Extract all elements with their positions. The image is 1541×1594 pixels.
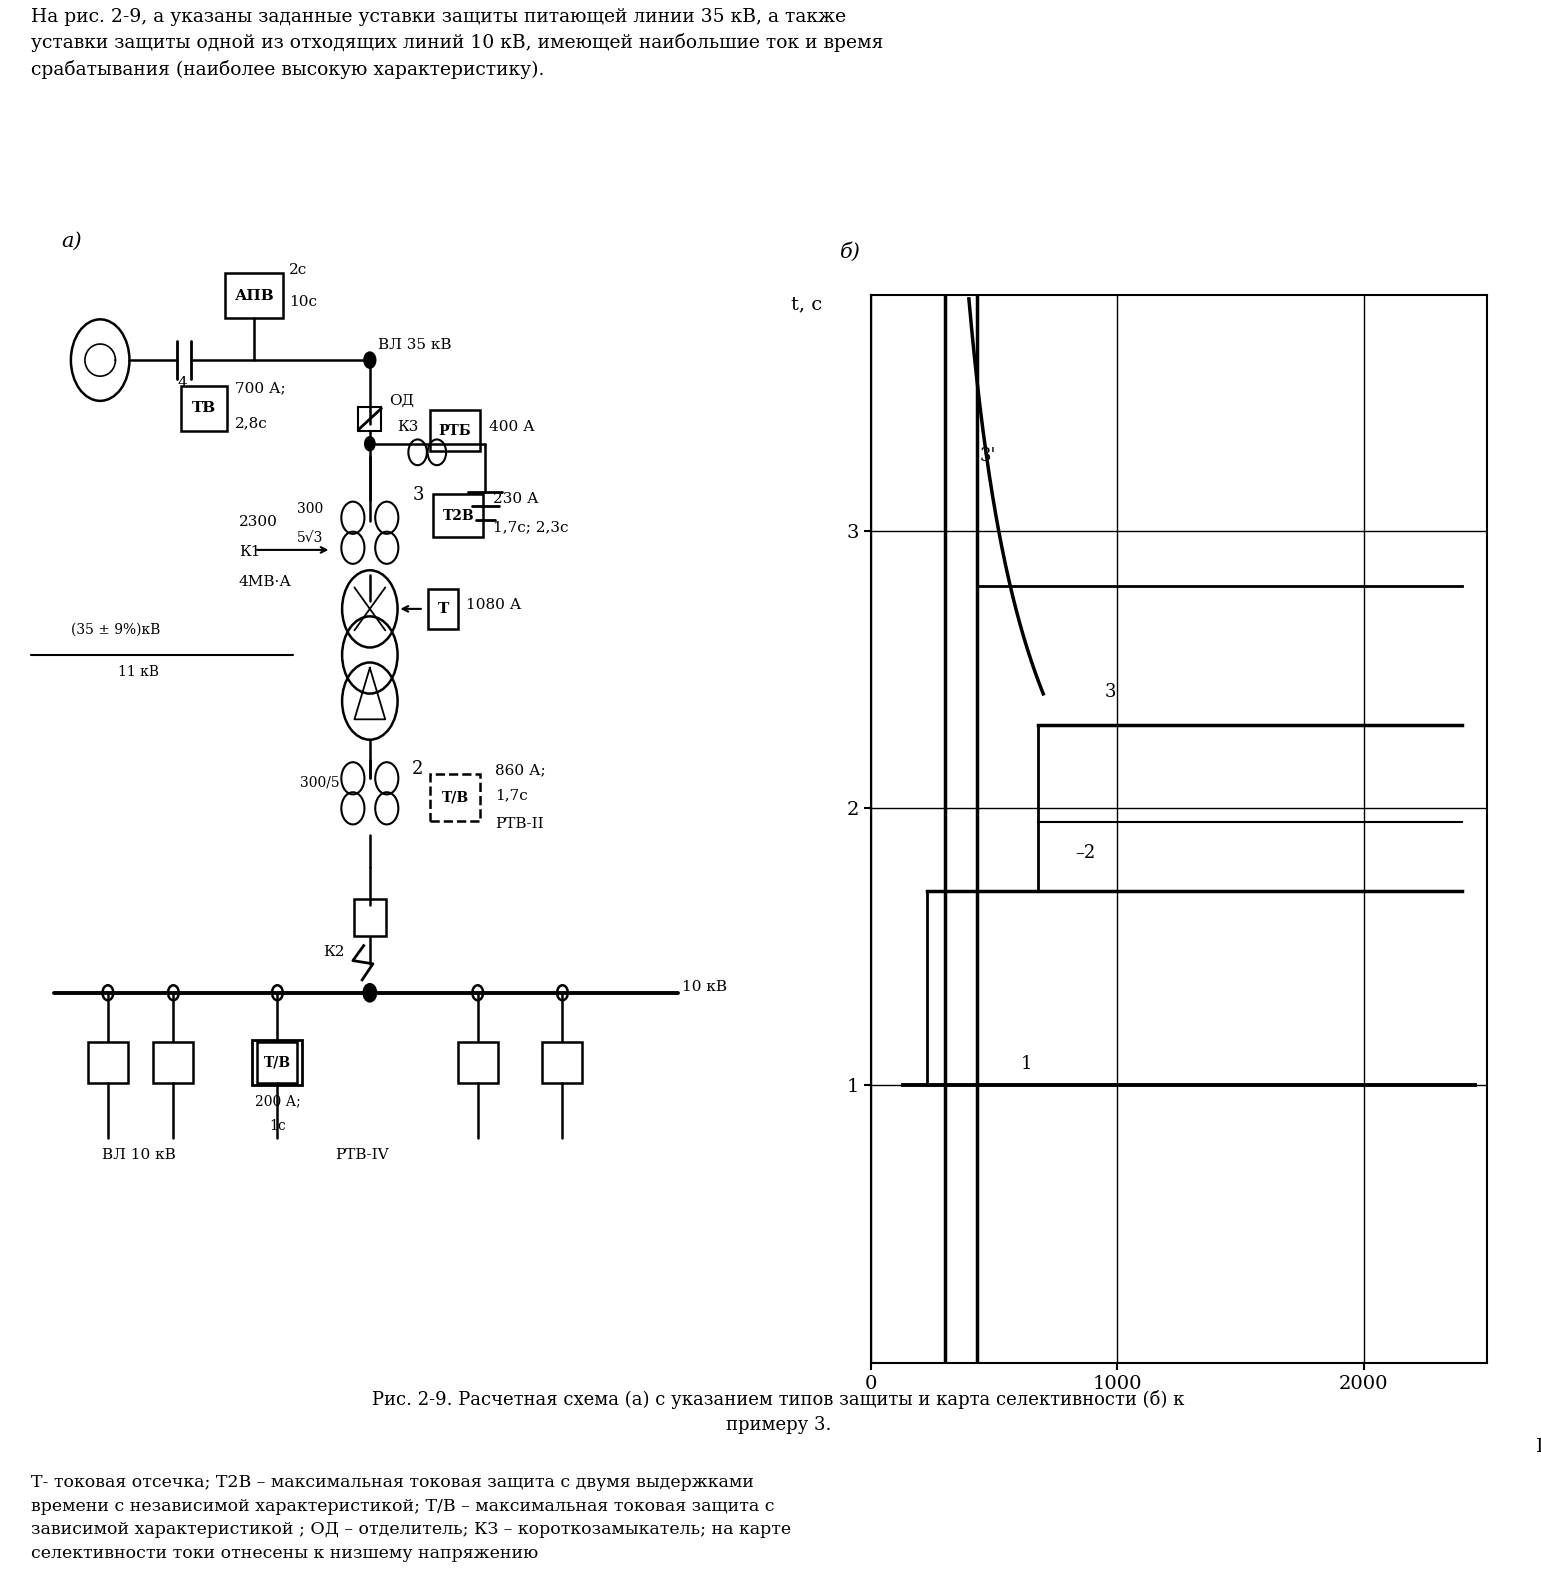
Text: а): а) xyxy=(62,231,82,250)
Circle shape xyxy=(364,983,376,1001)
Text: 5√3: 5√3 xyxy=(296,531,324,545)
Text: 200 А;: 200 А; xyxy=(254,1095,300,1108)
Text: РТВ-II: РТВ-II xyxy=(495,816,544,830)
Text: 2,8с: 2,8с xyxy=(236,416,268,430)
Text: ВЛ 35 кВ: ВЛ 35 кВ xyxy=(378,338,452,352)
Text: t, с: t, с xyxy=(791,295,821,312)
Text: Рис. 2-9. Расчетная схема (а) с указанием типов защиты и карта селективности (б): Рис. 2-9. Расчетная схема (а) с указание… xyxy=(371,1390,1185,1435)
Bar xyxy=(354,899,385,937)
Text: 3: 3 xyxy=(413,486,424,504)
Text: К2: К2 xyxy=(324,945,345,960)
Bar xyxy=(253,1039,302,1086)
Bar xyxy=(430,411,479,451)
Text: ОД: ОД xyxy=(390,394,415,408)
Text: 11 кВ: 11 кВ xyxy=(119,665,159,679)
Text: 4МВ·А: 4МВ·А xyxy=(239,575,291,590)
Bar xyxy=(182,386,228,430)
Text: АПВ: АПВ xyxy=(234,289,274,303)
Bar xyxy=(225,273,284,319)
Text: 300: 300 xyxy=(296,502,324,516)
Text: Iк , А: Iк , А xyxy=(1536,1438,1541,1455)
Text: 1: 1 xyxy=(1022,1055,1032,1073)
Text: 10с: 10с xyxy=(290,295,317,309)
Text: (35 ± 9%)кВ: (35 ± 9%)кВ xyxy=(71,623,160,636)
Text: ТВ: ТВ xyxy=(193,402,216,416)
Text: 10 кВ: 10 кВ xyxy=(683,980,727,993)
Circle shape xyxy=(364,352,376,368)
Text: 2: 2 xyxy=(413,760,424,778)
Bar xyxy=(428,588,459,630)
Text: –2: –2 xyxy=(1076,843,1096,862)
Text: 2с: 2с xyxy=(290,263,307,277)
Text: 3': 3' xyxy=(979,448,995,465)
Text: 4: 4 xyxy=(177,376,186,391)
Text: 1,7с; 2,3с: 1,7с; 2,3с xyxy=(493,521,569,534)
Text: На рис. 2-9, а указаны заданные уставки защиты питающей линии 35 кВ, а также
уст: На рис. 2-9, а указаны заданные уставки … xyxy=(31,8,883,80)
Text: Т/В: Т/В xyxy=(441,791,468,805)
Bar xyxy=(433,494,484,537)
Text: 400 А: 400 А xyxy=(490,419,535,434)
Bar xyxy=(458,1042,498,1082)
Text: 1с: 1с xyxy=(270,1119,285,1133)
Text: Т2В: Т2В xyxy=(442,508,475,523)
Bar xyxy=(257,1042,297,1082)
Text: Т- токовая отсечка; Т2В – максимальная токовая защита с двумя выдержками
времени: Т- токовая отсечка; Т2В – максимальная т… xyxy=(31,1474,791,1562)
Text: б): б) xyxy=(840,242,861,263)
Text: Т: Т xyxy=(438,603,448,615)
Text: 1,7с: 1,7с xyxy=(495,789,527,803)
Text: Т/В: Т/В xyxy=(264,1055,291,1070)
Text: РТБ: РТБ xyxy=(438,424,472,438)
Text: К1: К1 xyxy=(239,545,260,559)
Text: 860 А;: 860 А; xyxy=(495,764,546,776)
Text: 300/5: 300/5 xyxy=(300,776,341,791)
Circle shape xyxy=(365,437,374,450)
Text: 3: 3 xyxy=(1105,684,1116,701)
Bar xyxy=(88,1042,128,1082)
Text: К3: К3 xyxy=(398,419,418,434)
Bar xyxy=(430,775,481,821)
Bar xyxy=(542,1042,582,1082)
Text: ВЛ 10 кВ: ВЛ 10 кВ xyxy=(102,1148,176,1162)
Bar xyxy=(154,1042,194,1082)
Text: 1080 А: 1080 А xyxy=(467,598,521,612)
Text: 700 А;: 700 А; xyxy=(236,381,285,395)
Text: РТВ-IV: РТВ-IV xyxy=(336,1148,388,1162)
Bar xyxy=(358,408,382,430)
Text: 230 А: 230 А xyxy=(493,491,539,505)
Text: 2300: 2300 xyxy=(239,515,277,529)
